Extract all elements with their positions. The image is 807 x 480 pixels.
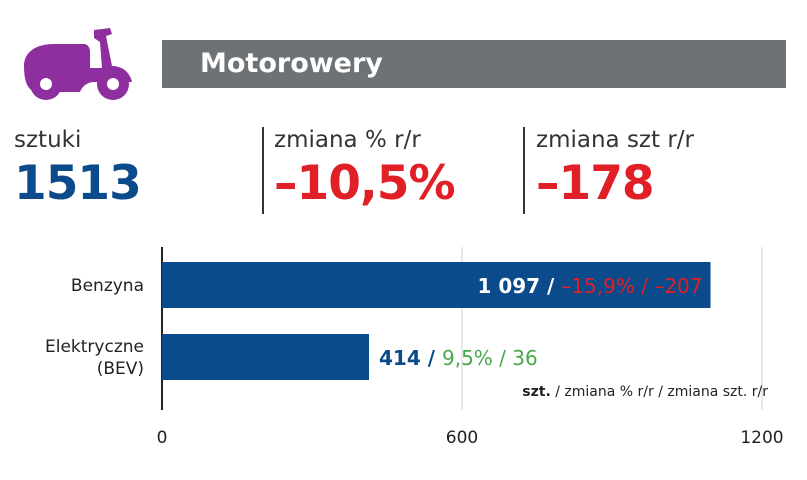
category-label: Elektryczne xyxy=(45,337,144,357)
stat-divider xyxy=(262,127,264,214)
stat-divider xyxy=(523,127,525,214)
stat-pct-change-value: –10,5% xyxy=(274,156,456,211)
stat-pct-change-label: zmiana % r/r xyxy=(274,127,421,153)
stat-abs-change-value: –178 xyxy=(536,156,655,211)
data-label: 414 / 9,5% / 36 xyxy=(379,346,538,370)
stat-units: sztuki 1513 xyxy=(14,125,142,213)
page-title: Motorowery xyxy=(200,48,383,79)
category-label: (BEV) xyxy=(97,359,144,379)
stat-abs-change: zmiana szt r/r –178 xyxy=(536,125,694,213)
legend-note: szt. / zmiana % r/r / zmiana szt. r/r xyxy=(522,384,768,400)
scooter-icon xyxy=(24,28,132,100)
x-tick-label: 1200 xyxy=(740,428,783,448)
data-label: 1 097 / –15,9% / –207 xyxy=(477,274,702,298)
stat-abs-change-label: zmiana szt r/r xyxy=(536,127,694,153)
stat-units-label: sztuki xyxy=(14,127,82,153)
stat-units-value: 1513 xyxy=(14,156,142,211)
title-bar: Motorowery xyxy=(162,40,786,88)
bar xyxy=(162,334,369,380)
x-tick-label: 600 xyxy=(446,428,478,448)
stat-pct-change: zmiana % r/r –10,5% xyxy=(274,125,456,213)
x-tick-label: 0 xyxy=(157,428,168,448)
category-label: Benzyna xyxy=(71,276,144,296)
bar xyxy=(162,262,711,308)
